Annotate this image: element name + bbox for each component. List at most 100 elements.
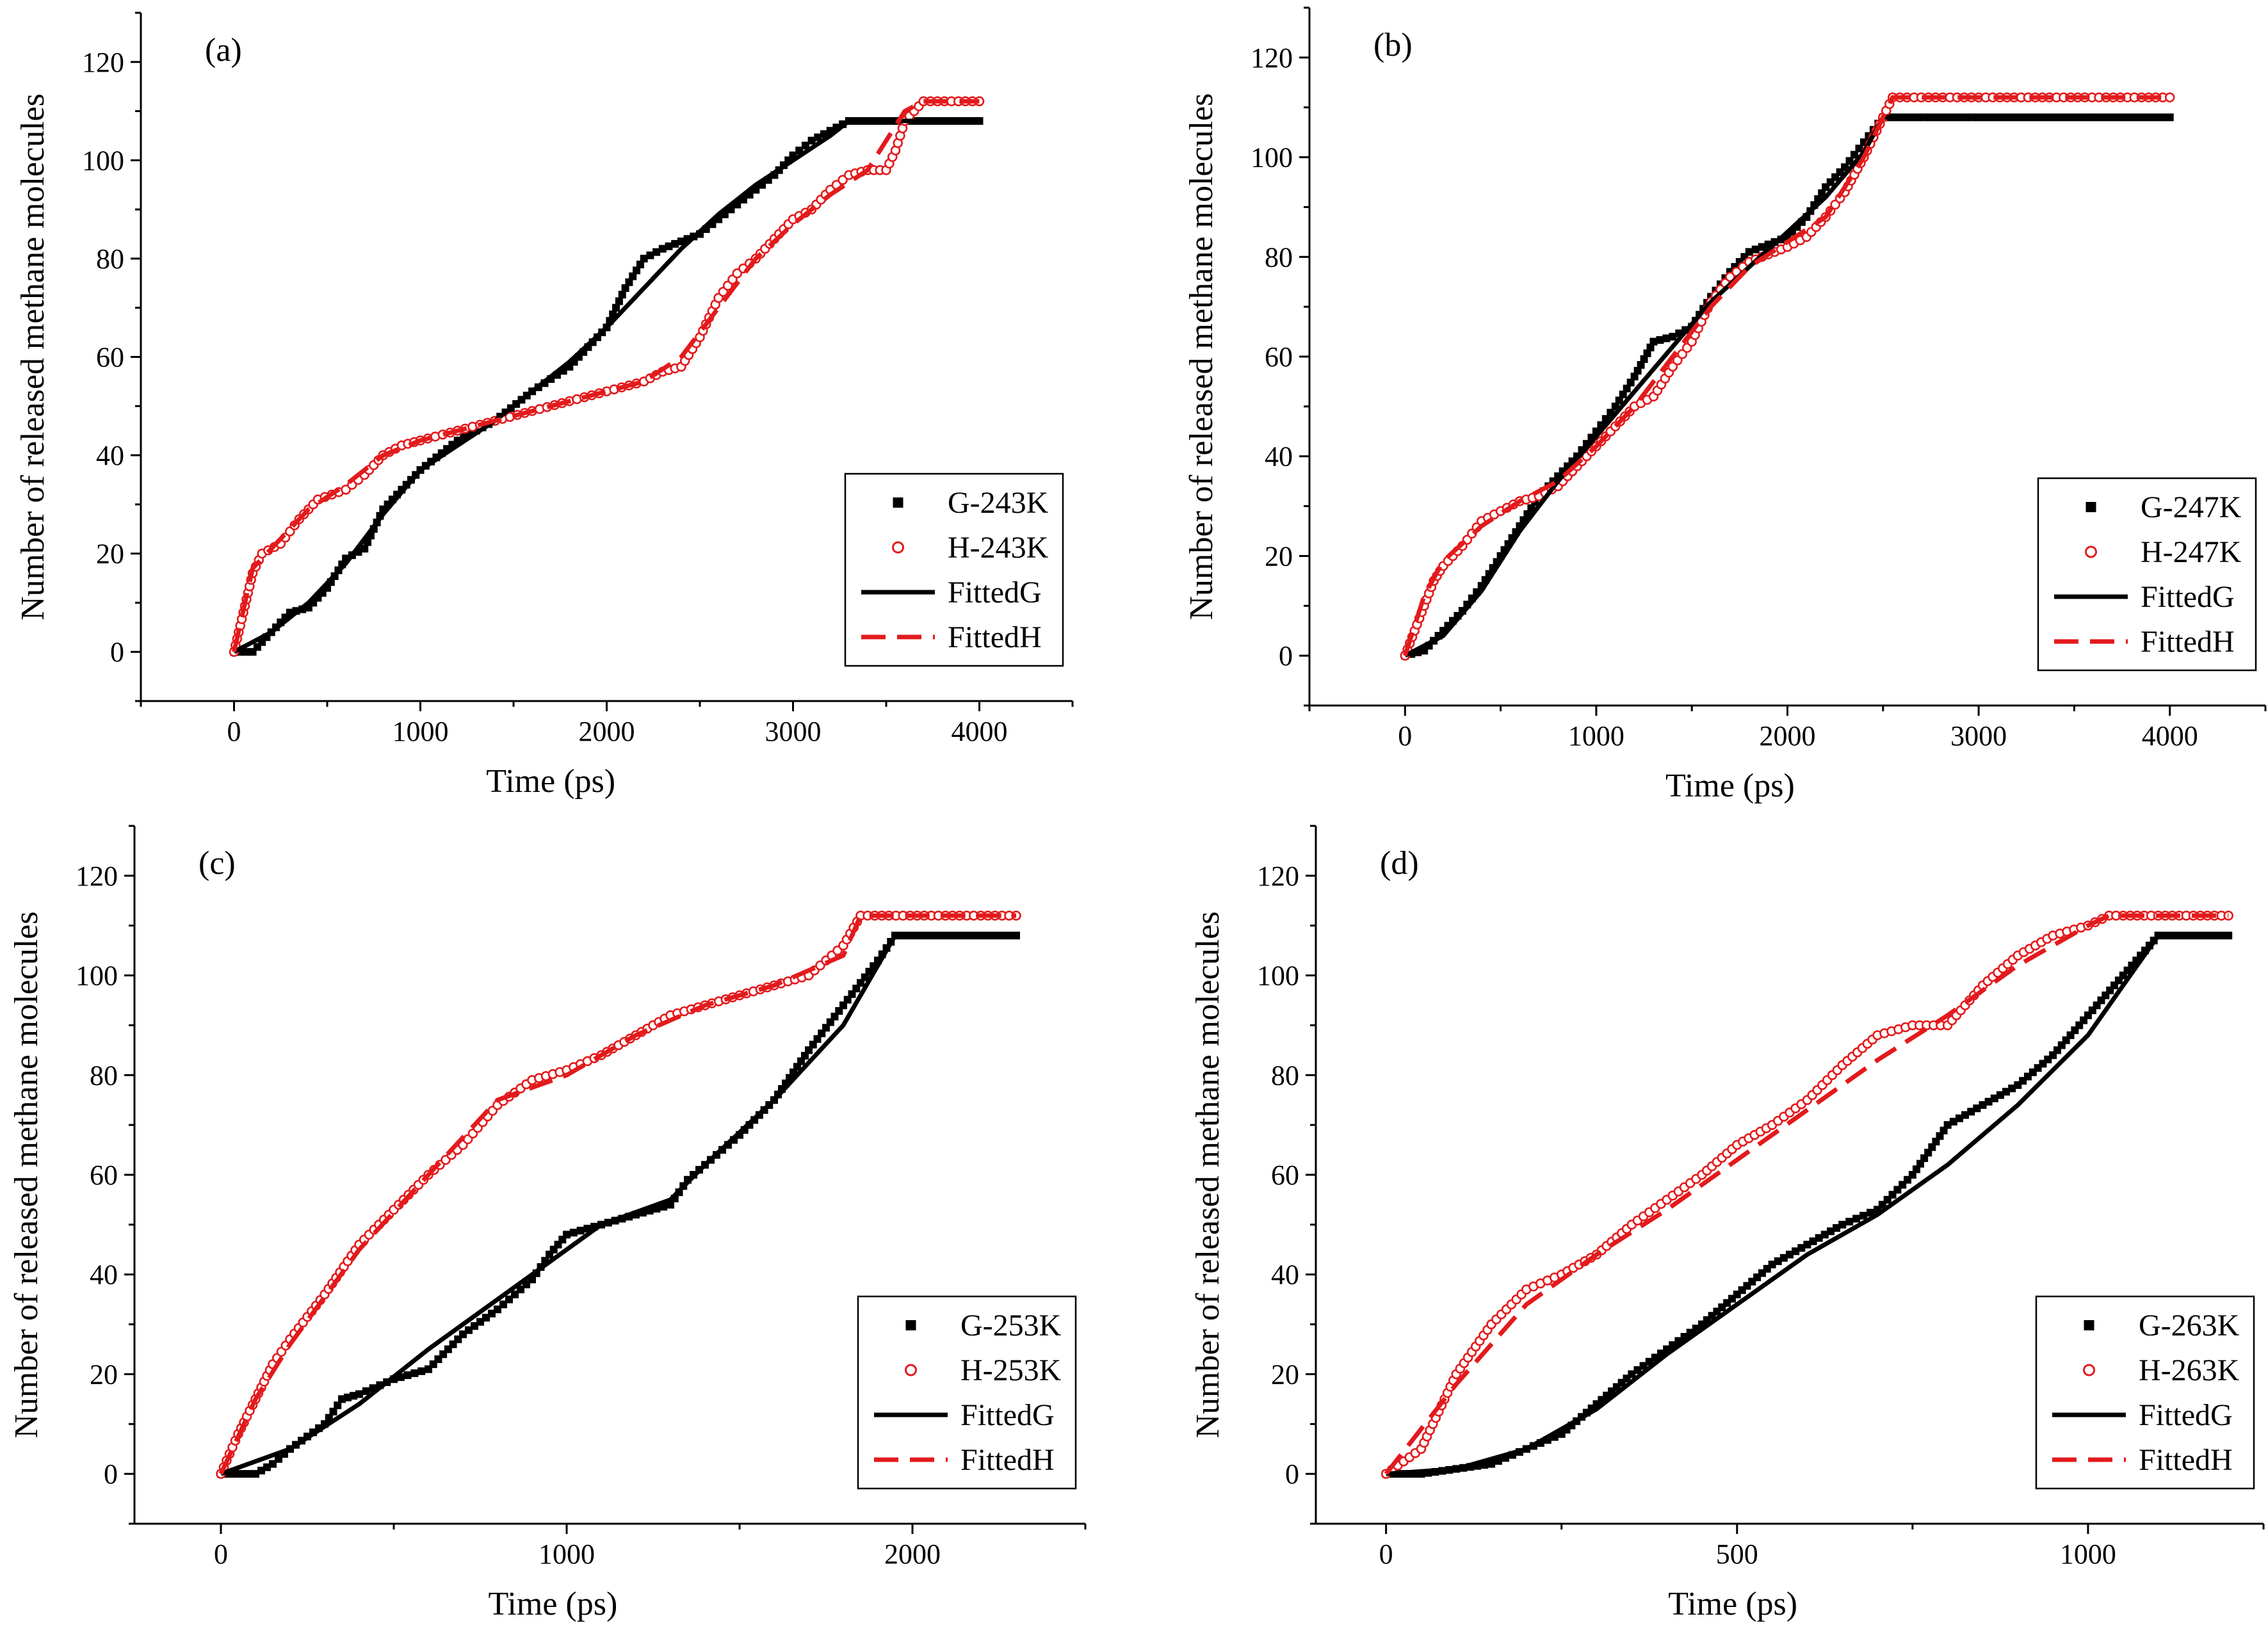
y-tick-label: 100 bbox=[76, 960, 118, 992]
legend-box bbox=[2037, 477, 2257, 672]
panel-label: (b) bbox=[1373, 27, 1413, 63]
data-point bbox=[1643, 349, 1651, 357]
data-point bbox=[1979, 1101, 1987, 1109]
x-tick-label: 1000 bbox=[2060, 1538, 2116, 1570]
data-point bbox=[238, 1470, 246, 1478]
y-tick-label: 60 bbox=[1265, 341, 1293, 373]
plot-area bbox=[1400, 92, 2175, 661]
data-point bbox=[1615, 396, 1623, 405]
x-tick-label: 0 bbox=[227, 716, 241, 747]
y-tick-label: 100 bbox=[1257, 960, 1299, 992]
x-tick-label: 4000 bbox=[2142, 720, 2198, 752]
data-point bbox=[1662, 334, 1671, 343]
plot-area bbox=[216, 910, 1021, 1479]
data-point bbox=[615, 297, 623, 305]
legend-entry: FittedG bbox=[948, 576, 1042, 609]
y-axis-label: Number of released methane molecules bbox=[15, 93, 51, 620]
data-point bbox=[1845, 1218, 1854, 1226]
data-point bbox=[1984, 1097, 1993, 1106]
legend: G-243K H-243K FittedG FittedH bbox=[844, 472, 1064, 667]
x-tick-label: 1000 bbox=[393, 716, 449, 747]
series-line-fittedh bbox=[232, 99, 980, 652]
legend-marker-square bbox=[2084, 1320, 2094, 1330]
data-point bbox=[1628, 1370, 1636, 1378]
data-point bbox=[621, 284, 629, 292]
data-point bbox=[2008, 1085, 2016, 1093]
data-point bbox=[2164, 92, 2175, 102]
y-tick-label: 120 bbox=[1251, 42, 1293, 74]
data-point bbox=[1815, 1234, 1823, 1242]
data-point bbox=[1758, 243, 1766, 251]
data-point bbox=[325, 1414, 333, 1422]
y-tick-label: 40 bbox=[1265, 441, 1293, 472]
y-axis-label: Number of released methane molecules bbox=[8, 912, 45, 1439]
legend-entry: H-243K bbox=[948, 531, 1049, 565]
data-point bbox=[1656, 336, 1664, 344]
legend-entry: FittedH bbox=[960, 1443, 1055, 1477]
data-point bbox=[1818, 189, 1826, 197]
data-point bbox=[658, 245, 667, 253]
data-point bbox=[1725, 271, 1735, 282]
legend-entry: G-253K bbox=[960, 1309, 1062, 1343]
data-point bbox=[640, 254, 648, 262]
data-point bbox=[807, 136, 816, 145]
y-tick-label: 40 bbox=[90, 1259, 118, 1291]
data-point bbox=[1955, 1114, 1963, 1122]
panel-label: (a) bbox=[205, 32, 242, 69]
data-point bbox=[1845, 157, 1854, 165]
data-point bbox=[1633, 367, 1642, 375]
legend: G-253K H-253K FittedG FittedH bbox=[857, 1295, 1077, 1490]
legend-entry: H-253K bbox=[960, 1353, 1062, 1387]
data-point bbox=[1640, 355, 1648, 363]
data-point bbox=[1826, 1227, 1835, 1236]
x-tick-label: 2000 bbox=[579, 716, 635, 747]
data-point bbox=[360, 544, 369, 553]
data-point bbox=[362, 1387, 370, 1395]
data-point bbox=[231, 1470, 239, 1478]
data-point bbox=[633, 266, 641, 275]
data-point bbox=[1751, 245, 1760, 254]
data-point bbox=[652, 248, 661, 256]
series-line-fittedg bbox=[220, 933, 1016, 1476]
legend-marker-circle bbox=[905, 1364, 917, 1376]
data-point bbox=[1833, 1224, 1841, 1232]
data-point bbox=[1867, 1209, 1875, 1217]
data-point bbox=[1803, 1241, 1811, 1248]
data-point bbox=[1792, 1247, 1800, 1255]
y-axis-label: Number of released methane molecules bbox=[1183, 93, 1220, 620]
y-tick-label: 120 bbox=[82, 47, 124, 78]
data-point bbox=[1637, 360, 1645, 369]
data-point bbox=[1623, 384, 1631, 392]
y-tick-label: 60 bbox=[1271, 1159, 1299, 1191]
data-point bbox=[1961, 1111, 1970, 1119]
y-tick-label: 20 bbox=[96, 538, 124, 570]
legend-entry: FittedG bbox=[2139, 1398, 2233, 1432]
data-point bbox=[1786, 1250, 1794, 1259]
legend-marker-square bbox=[905, 1320, 916, 1330]
data-point bbox=[671, 239, 679, 248]
data-point bbox=[1838, 1220, 1847, 1229]
data-point bbox=[1855, 144, 1863, 152]
y-tick-label: 20 bbox=[1271, 1359, 1299, 1390]
y-tick-label: 80 bbox=[1271, 1060, 1299, 1091]
data-point bbox=[667, 1200, 674, 1209]
data-point bbox=[665, 242, 673, 250]
data-point bbox=[1779, 1254, 1788, 1262]
data-point bbox=[1626, 378, 1635, 387]
legend-marker-circle bbox=[2085, 545, 2097, 558]
legend-entry: FittedH bbox=[2141, 625, 2235, 659]
data-point bbox=[341, 485, 351, 495]
x-tick-label: 1000 bbox=[1568, 720, 1624, 752]
plot-area bbox=[1381, 910, 2233, 1479]
data-point bbox=[612, 303, 620, 312]
legend-entry: FittedH bbox=[948, 620, 1042, 654]
panel-a: 0 20 40 60 80 100 120 0 1000 2000 3000 4000 Time (ps… bbox=[15, 12, 1074, 800]
y-tick-label: 100 bbox=[82, 145, 124, 176]
y-tick-label: 80 bbox=[1265, 241, 1293, 273]
x-tick-label: 2000 bbox=[884, 1538, 941, 1570]
series-line-fittedg bbox=[1404, 115, 2170, 658]
x-tick-label: 4000 bbox=[952, 716, 1008, 747]
x-tick-label: 1000 bbox=[539, 1538, 595, 1570]
data-point bbox=[1990, 1094, 1998, 1102]
data-point bbox=[732, 268, 742, 278]
